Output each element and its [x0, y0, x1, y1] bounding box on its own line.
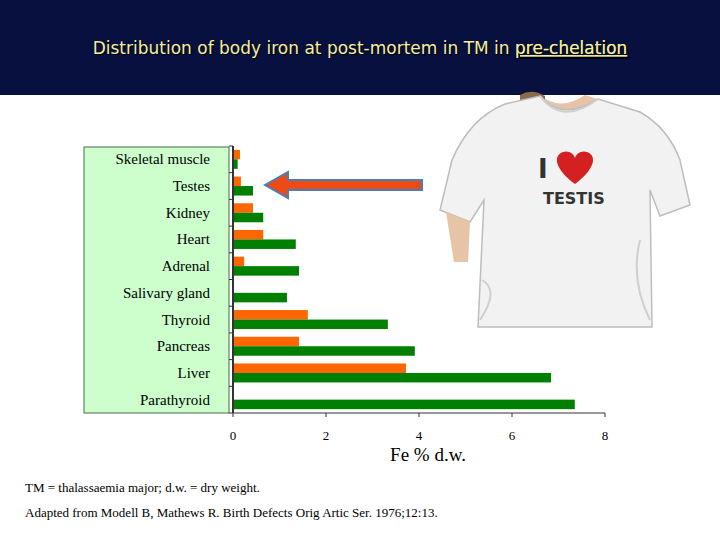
category-divider [229, 359, 233, 360]
bar [233, 346, 415, 356]
x-tick-label: 4 [416, 428, 423, 443]
category-label: Parathyroid [140, 392, 210, 408]
header-band [0, 0, 720, 95]
x-tick [605, 413, 606, 417]
bar [233, 363, 406, 373]
bar [233, 186, 253, 196]
shirt-text: TESTIS [543, 189, 605, 208]
category-label: Skeletal muscle [115, 151, 210, 167]
title-part: Distribution of body iron at post-mortem… [93, 38, 515, 58]
shirt-heart [557, 151, 593, 184]
bar [233, 203, 253, 213]
bar [233, 150, 240, 160]
category-divider [229, 332, 233, 333]
slide: Distribution of body iron at post-mortem… [0, 0, 720, 540]
category-divider [229, 252, 233, 253]
category-divider [229, 386, 233, 387]
x-tick-label: 2 [323, 428, 330, 443]
x-tick [419, 413, 420, 417]
x-tick-label: 8 [602, 428, 609, 443]
bar [233, 373, 551, 383]
bar [233, 266, 299, 276]
category-divider [229, 146, 233, 147]
category-label: Testes [173, 178, 210, 194]
category-divider [229, 279, 233, 280]
source: Adapted from Modell B, Mathews R. Birth … [25, 505, 438, 520]
bar [233, 230, 263, 240]
bar [233, 293, 287, 303]
category-label: Heart [177, 231, 211, 247]
x-tick [512, 413, 513, 417]
x-tick-label: 0 [230, 428, 237, 443]
bar [233, 400, 575, 410]
category-divider [229, 199, 233, 200]
x-tick [326, 413, 327, 417]
title-underlined: pre-chelation [515, 38, 627, 58]
bar [233, 257, 244, 267]
bar [233, 310, 308, 320]
shirt-body [440, 96, 690, 327]
x-tick [233, 413, 234, 417]
category-divider [229, 306, 233, 307]
shirt-folds [480, 96, 650, 320]
title: Distribution of body iron at post-mortem… [93, 38, 628, 58]
bar [233, 213, 263, 223]
category-label: Pancreas [157, 338, 210, 354]
category-label: Adrenal [162, 258, 210, 274]
x-tick-label: 6 [509, 428, 516, 443]
category-label: Salivary gland [123, 285, 211, 301]
category-divider [229, 413, 233, 414]
category-divider [229, 172, 233, 173]
bar [233, 320, 388, 330]
label-panel [84, 147, 229, 413]
category-divider [229, 226, 233, 227]
shirt-text: I [538, 154, 548, 184]
x-axis-label: Fe % d.w. [390, 444, 466, 465]
category-label: Liver [178, 365, 210, 381]
category-label: Thyroid [162, 312, 211, 328]
bar [233, 177, 241, 187]
arrow [265, 172, 422, 198]
footnote: TM = thalassaemia major; d.w. = dry weig… [25, 480, 260, 495]
bar [233, 239, 296, 249]
bars [233, 150, 575, 409]
arm [446, 212, 470, 262]
category-label: Kidney [166, 205, 211, 221]
tshirt: I TESTIS [440, 92, 690, 327]
bar [233, 337, 299, 347]
